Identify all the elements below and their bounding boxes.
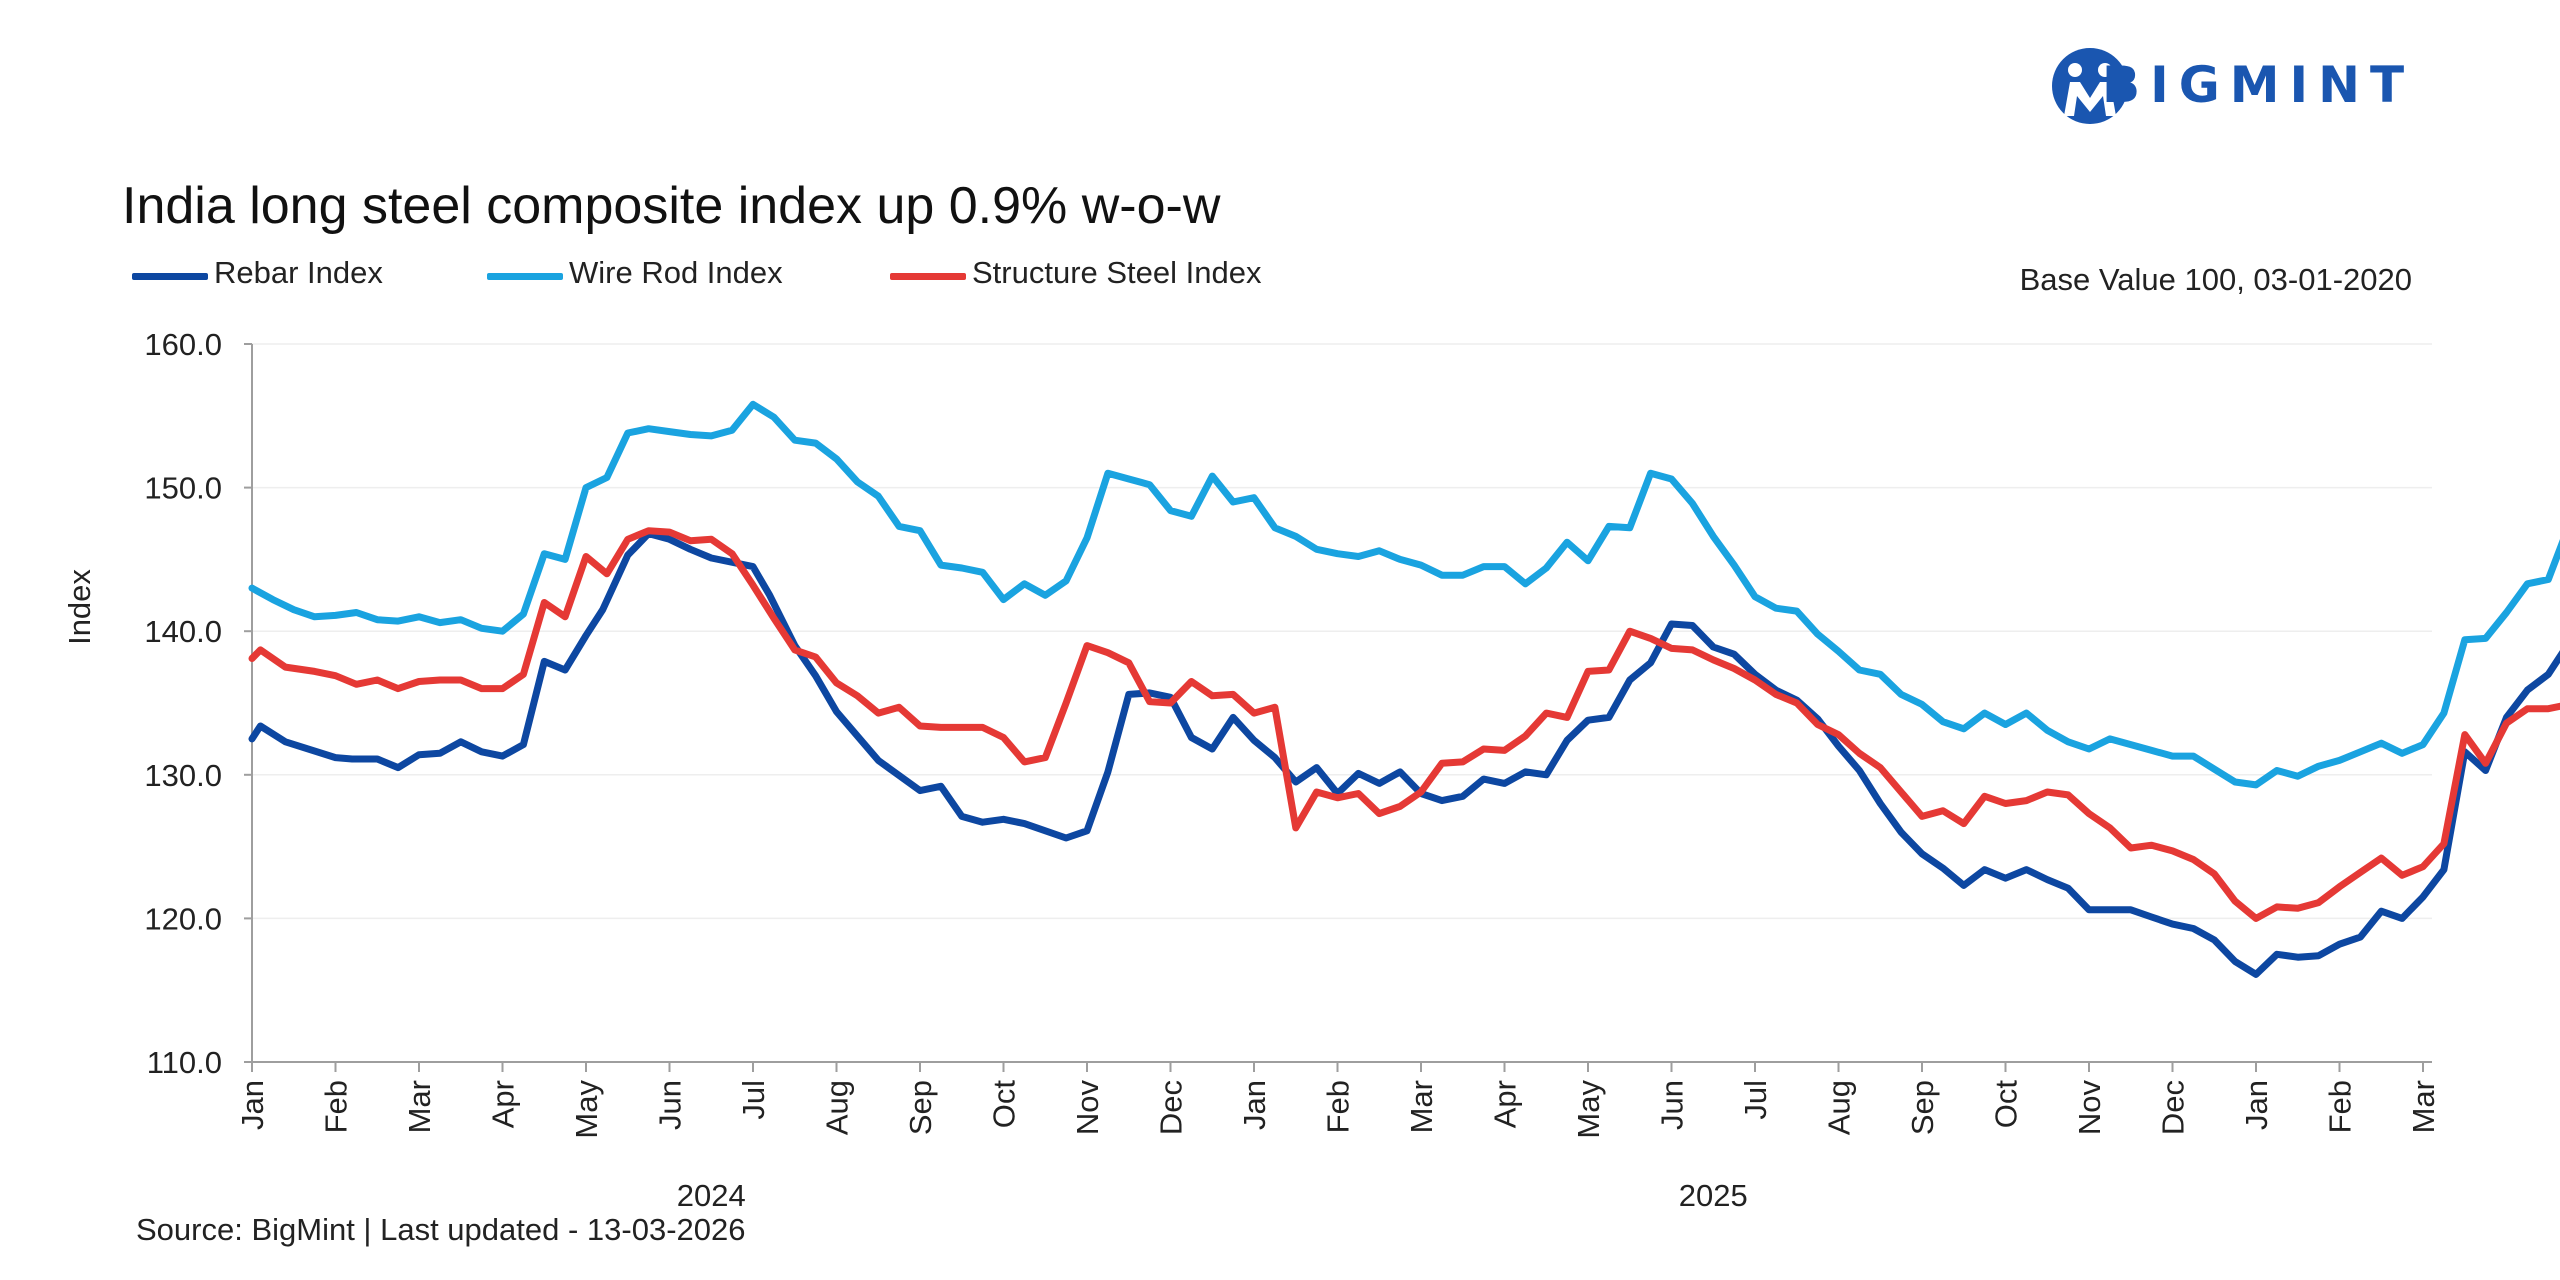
x-tick-label: Mar [2406, 1080, 2441, 1133]
x-tick-label: Jan [1237, 1080, 1272, 1130]
x-tick-label: May [1571, 1080, 1606, 1139]
x-tick-label: Apr [1488, 1080, 1523, 1128]
y-axis-title: Index [62, 569, 97, 645]
y-tick-label: 110.0 [147, 1045, 222, 1080]
y-tick-label: 150.0 [144, 471, 222, 506]
chart-title: India long steel composite index up 0.9%… [122, 177, 1221, 235]
series-line-structure-steel-index [248, 527, 2560, 922]
x-tick-label: Apr [486, 1080, 521, 1128]
x-tick-label: Sep [903, 1080, 938, 1135]
axes: 110.0 120.0 130.0 140.0 150.0 160.0 Jan Feb Mar A… [144, 327, 2441, 1213]
x-tick-label: Jul [736, 1080, 771, 1120]
x-tick-label: Aug [1822, 1080, 1857, 1135]
x-tick-label: Nov [1070, 1080, 1105, 1136]
logo-text: BIGMINT [2102, 56, 2415, 114]
legend-swatch-structure-steel [890, 273, 966, 280]
x-tick-label: Dec [2156, 1080, 2191, 1135]
series-line-rebar-index [248, 530, 2560, 978]
x-tick-label: May [569, 1080, 604, 1139]
legend-label-structure-steel: Structure Steel Index [972, 255, 1262, 290]
source-note: Source: BigMint | Last updated - 13-03-2… [136, 1212, 746, 1247]
legend-swatch-rebar [132, 273, 208, 280]
series-lines [248, 400, 2560, 978]
y-tick-label: 130.0 [144, 758, 222, 793]
base-value-note: Base Value 100, 03-01-2020 [2019, 262, 2412, 297]
y-tick-label: 140.0 [144, 614, 222, 649]
x-tick-label: Nov [2072, 1080, 2107, 1136]
x-tick-label: Sep [1905, 1080, 1940, 1135]
x-tick-label: Feb [319, 1080, 354, 1133]
x-tick-label: Oct [987, 1080, 1022, 1129]
y-tick-label: 160.0 [144, 327, 222, 362]
x-tick-label: Jan [235, 1080, 270, 1130]
x-tick-label: Jul [1738, 1080, 1773, 1120]
year-label: 2025 [1679, 1178, 1748, 1213]
grid-lines [252, 343, 2432, 920]
x-tick-label: Oct [1989, 1080, 2024, 1129]
year-label: 2024 [677, 1178, 746, 1213]
x-tick-label: Jun [1655, 1080, 1690, 1130]
series-line-wire-rod-index [248, 400, 2560, 789]
legend-swatch-wire-rod [487, 273, 563, 280]
x-tick-label: Aug [820, 1080, 855, 1135]
x-tick-label: Mar [402, 1080, 437, 1133]
x-tick-label: Dec [1154, 1080, 1189, 1135]
legend-label-rebar: Rebar Index [214, 255, 383, 290]
x-tick-label: Feb [1321, 1080, 1356, 1133]
x-tick-label: Mar [1404, 1080, 1439, 1133]
y-tick-label: 120.0 [144, 901, 222, 936]
legend-label-wire-rod: Wire Rod Index [569, 255, 783, 290]
bigmint-logo [2052, 48, 2128, 124]
x-tick-label: Feb [2323, 1080, 2358, 1133]
x-tick-label: Jun [653, 1080, 688, 1130]
x-tick-label: Jan [2239, 1080, 2274, 1130]
